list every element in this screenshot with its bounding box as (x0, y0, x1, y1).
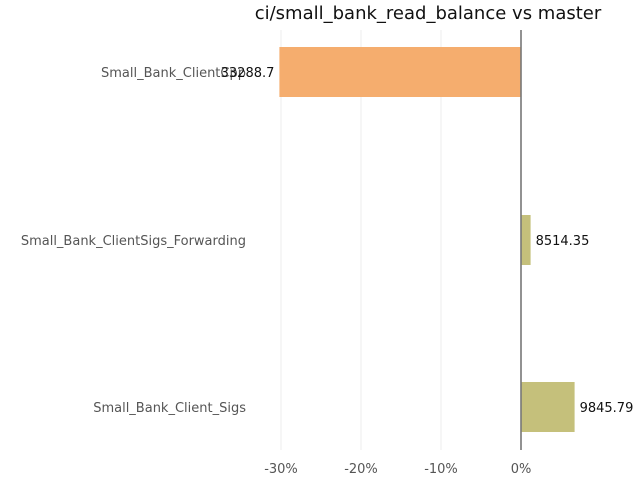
category-label: Small_Bank_ClientCpp (101, 66, 246, 81)
category-label: Small_Bank_Client_Sigs (93, 401, 246, 416)
category-label: Small_Bank_ClientSigs_Forwarding (21, 234, 246, 249)
labels: -30% -20% -10% 0% Small_Bank_ClientCpp33288.… (21, 66, 634, 477)
x-tick-label: 0% (511, 462, 532, 477)
x-tick-label: -30% (264, 462, 298, 477)
grid-lines (280, 30, 442, 450)
chart-title: ci/small_bank_read_balance vs master (255, 3, 602, 24)
bar (521, 382, 575, 432)
data-label: 9845.79 (580, 401, 634, 416)
x-tick-label: -20% (344, 462, 378, 477)
data-label: 33288.7 (221, 66, 275, 81)
bars (279, 47, 575, 432)
data-label: 8514.35 (536, 234, 590, 249)
bar (279, 47, 521, 97)
bar (521, 215, 531, 265)
x-tick-label: -10% (424, 462, 458, 477)
